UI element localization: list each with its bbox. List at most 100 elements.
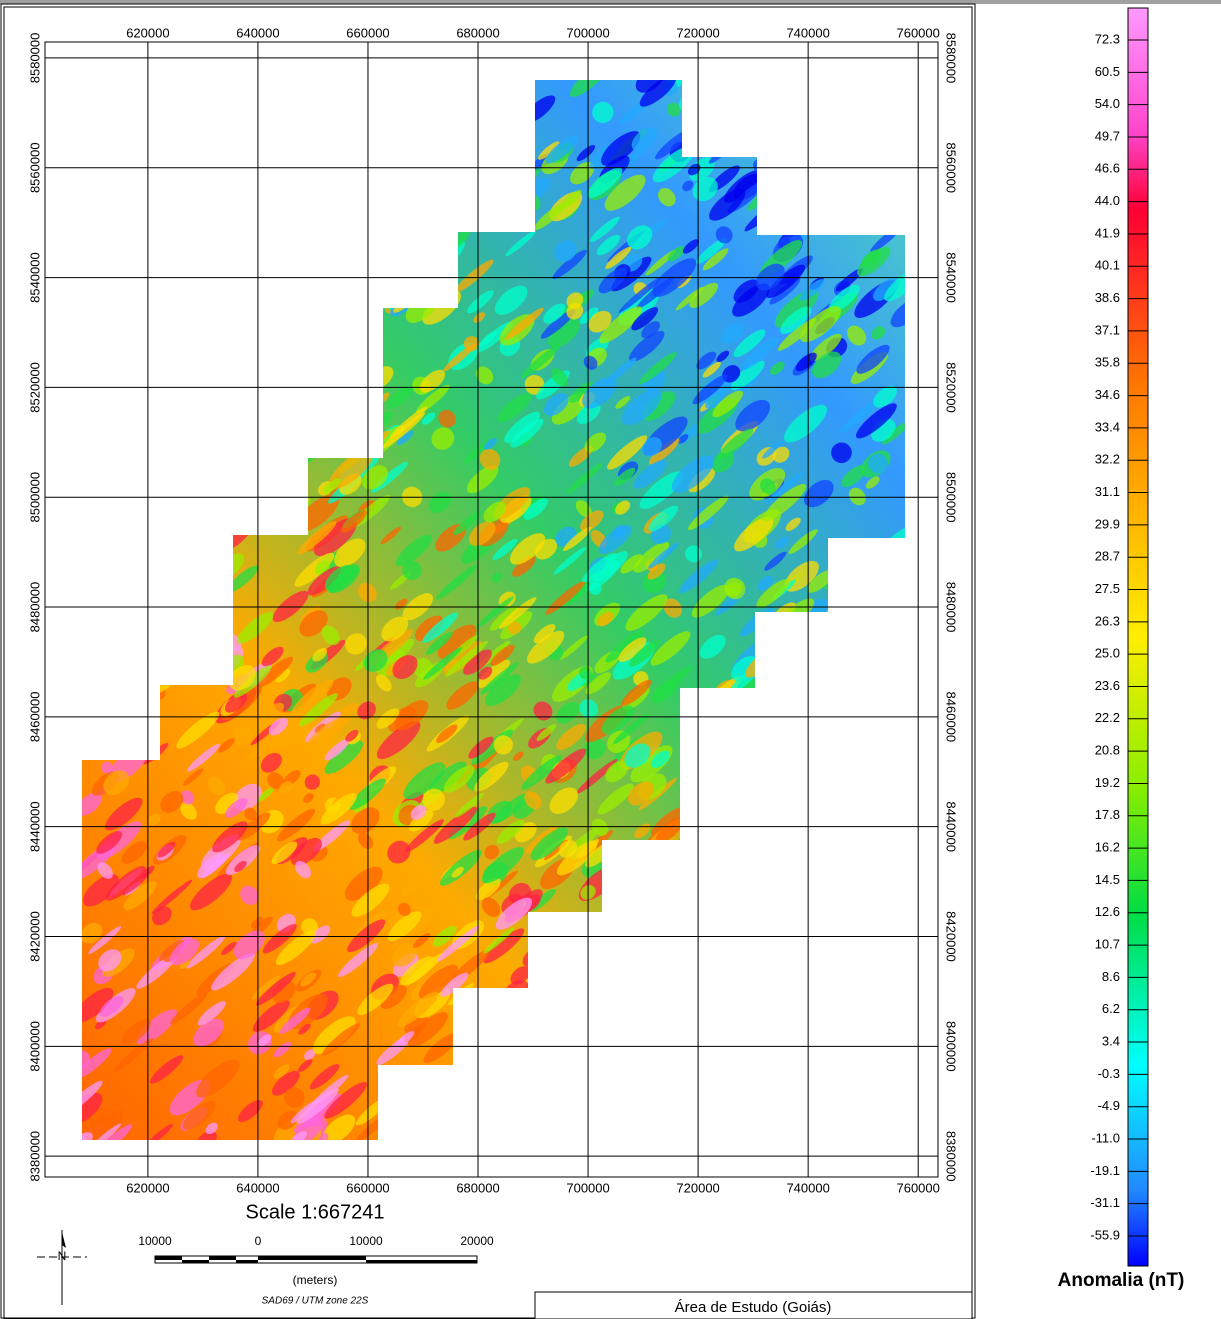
raster-patch xyxy=(82,874,119,907)
raster-patch xyxy=(828,889,845,905)
raster-patch xyxy=(592,551,629,582)
raster-patch xyxy=(354,290,379,313)
y-tick-label: 8380000 xyxy=(944,1131,959,1182)
raster-patch xyxy=(883,947,905,968)
raster-patch xyxy=(651,680,678,704)
raster-patch xyxy=(82,82,116,119)
raster-patch xyxy=(830,80,853,93)
raster-patch xyxy=(614,874,636,895)
raster-patch xyxy=(780,1084,817,1115)
raster-patch xyxy=(437,624,477,659)
raster-patch xyxy=(692,374,728,405)
raster-patch xyxy=(196,526,233,558)
raster-patch xyxy=(82,678,116,708)
raster-patch xyxy=(760,478,776,495)
raster-patch xyxy=(524,791,542,810)
raster-patch xyxy=(556,702,580,724)
raster-patch xyxy=(592,101,614,124)
raster-patch xyxy=(555,1084,571,1101)
raster-patch xyxy=(717,428,754,460)
raster-patch xyxy=(655,129,690,160)
raster-patch xyxy=(88,711,128,746)
raster-patch xyxy=(294,860,312,879)
raster-patch xyxy=(774,638,800,663)
raster-patch xyxy=(579,1002,596,1021)
raster-patch xyxy=(114,211,145,238)
raster-patch xyxy=(85,125,120,156)
raster-patch xyxy=(89,525,126,556)
raster-patch xyxy=(882,817,903,838)
raster-patch xyxy=(252,999,290,1032)
raster-patch xyxy=(253,702,284,730)
raster-patch xyxy=(545,748,587,784)
raster-patch xyxy=(559,190,582,209)
raster-patch xyxy=(312,647,328,662)
raster-patch xyxy=(816,734,850,763)
raster-patch xyxy=(398,138,429,166)
raster-patch xyxy=(348,268,376,292)
colorbar-label: 20.8 xyxy=(1095,743,1120,758)
raster-patch xyxy=(182,768,204,786)
raster-patch xyxy=(136,953,178,989)
raster-patch xyxy=(633,541,670,573)
raster-patch xyxy=(410,149,434,171)
raster-patch xyxy=(769,1061,805,1093)
raster-patch xyxy=(345,729,359,742)
raster-patch xyxy=(739,80,764,86)
raster-patch xyxy=(132,564,171,598)
raster-patch xyxy=(861,184,894,213)
raster-patch xyxy=(376,721,421,760)
raster-patch xyxy=(328,207,344,222)
raster-patch xyxy=(273,1041,292,1058)
raster-patch xyxy=(835,1047,859,1069)
raster-patch xyxy=(794,817,811,834)
scale-label: 20000 xyxy=(460,1234,494,1248)
raster-patch xyxy=(734,516,774,552)
raster-patch xyxy=(143,271,164,289)
raster-patch xyxy=(791,896,822,924)
raster-patch xyxy=(193,85,220,108)
colorbar-label: 54.0 xyxy=(1095,96,1120,111)
raster-patch xyxy=(312,266,330,283)
y-tick-label: 8480000 xyxy=(944,582,959,633)
scale-label: 10000 xyxy=(349,1234,383,1248)
raster-patch xyxy=(545,581,586,615)
raster-patch xyxy=(639,471,683,510)
y-tick-label: 8580000 xyxy=(944,33,959,84)
raster-patch xyxy=(183,609,198,624)
raster-patch xyxy=(617,895,647,921)
raster-patch xyxy=(755,929,779,951)
projection: SAD69 / UTM zone 22S xyxy=(262,1296,369,1307)
raster-patch xyxy=(257,656,294,688)
raster-patch xyxy=(706,787,730,809)
raster-patch xyxy=(833,894,861,920)
raster-patch xyxy=(890,813,905,845)
raster-patch xyxy=(357,582,377,603)
raster-patch xyxy=(463,1111,504,1140)
raster-patch xyxy=(822,842,861,875)
raster-patch xyxy=(585,672,611,695)
raster-patch xyxy=(419,369,446,393)
raster-patch xyxy=(855,403,897,439)
raster-patch xyxy=(192,479,212,496)
raster-patch xyxy=(811,351,842,379)
raster-patch xyxy=(146,558,175,583)
raster-patch xyxy=(194,358,211,375)
raster-patch xyxy=(842,556,859,574)
raster-patch xyxy=(618,637,647,662)
raster-patch xyxy=(167,521,185,540)
raster-patch xyxy=(837,994,881,1031)
raster-patch xyxy=(725,1111,752,1136)
raster-patch xyxy=(183,134,215,163)
raster-patch xyxy=(722,89,743,107)
raster-patch xyxy=(841,465,866,488)
raster-patch xyxy=(283,333,311,358)
raster-patch xyxy=(864,856,900,887)
raster-patch xyxy=(482,846,524,884)
raster-patch xyxy=(615,500,631,515)
raster-patch xyxy=(96,570,113,585)
raster-patch xyxy=(720,80,738,97)
raster-patch xyxy=(856,344,890,374)
raster-patch xyxy=(780,1036,806,1059)
raster-patch xyxy=(650,750,671,768)
